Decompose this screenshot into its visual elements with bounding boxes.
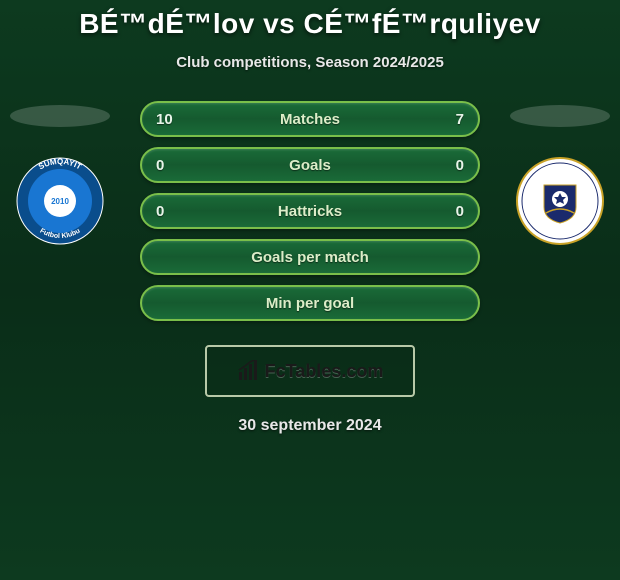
sumqayit-crest-icon: 2010 SUMQAYIT Futbol Klubu <box>16 157 104 245</box>
brand-text: FcTables.com <box>265 361 384 382</box>
stat-label: Matches <box>280 111 340 128</box>
comparison-row: 2010 SUMQAYIT Futbol Klubu 10 Matches 7 … <box>0 101 620 321</box>
stat-value-left: 0 <box>156 203 184 220</box>
brand-badge: FcTables.com <box>205 345 415 397</box>
player-silhouette-left <box>10 105 110 127</box>
bar-chart-icon <box>237 360 259 382</box>
club-crest-left: 2010 SUMQAYIT Futbol Klubu <box>16 157 104 245</box>
club-crest-right <box>516 157 604 245</box>
left-player-column: 2010 SUMQAYIT Futbol Klubu <box>0 101 120 245</box>
right-player-column <box>500 101 620 245</box>
stat-row-hattricks: 0 Hattricks 0 <box>140 193 480 229</box>
stat-row-goals-per-match: Goals per match <box>140 239 480 275</box>
date-text: 30 september 2024 <box>238 417 381 435</box>
stat-value-right: 7 <box>436 111 464 128</box>
stat-row-matches: 10 Matches 7 <box>140 101 480 137</box>
stat-row-goals: 0 Goals 0 <box>140 147 480 183</box>
stats-column: 10 Matches 7 0 Goals 0 0 Hattricks 0 Goa… <box>120 101 500 321</box>
stat-label: Goals <box>289 157 331 174</box>
stat-label: Hattricks <box>278 203 342 220</box>
svg-text:2010: 2010 <box>51 197 69 206</box>
stat-label: Goals per match <box>251 249 369 266</box>
page-subtitle: Club competitions, Season 2024/2025 <box>176 54 444 71</box>
stat-value-right: 0 <box>436 157 464 174</box>
stat-label: Min per goal <box>266 295 354 312</box>
stat-value-left: 0 <box>156 157 184 174</box>
stat-row-min-per-goal: Min per goal <box>140 285 480 321</box>
qarabag-crest-icon <box>516 157 604 245</box>
stat-value-left: 10 <box>156 111 184 128</box>
stat-value-right: 0 <box>436 203 464 220</box>
player-silhouette-right <box>510 105 610 127</box>
page-title: BÉ™dÉ™lov vs CÉ™fÉ™rquliyev <box>79 8 541 40</box>
